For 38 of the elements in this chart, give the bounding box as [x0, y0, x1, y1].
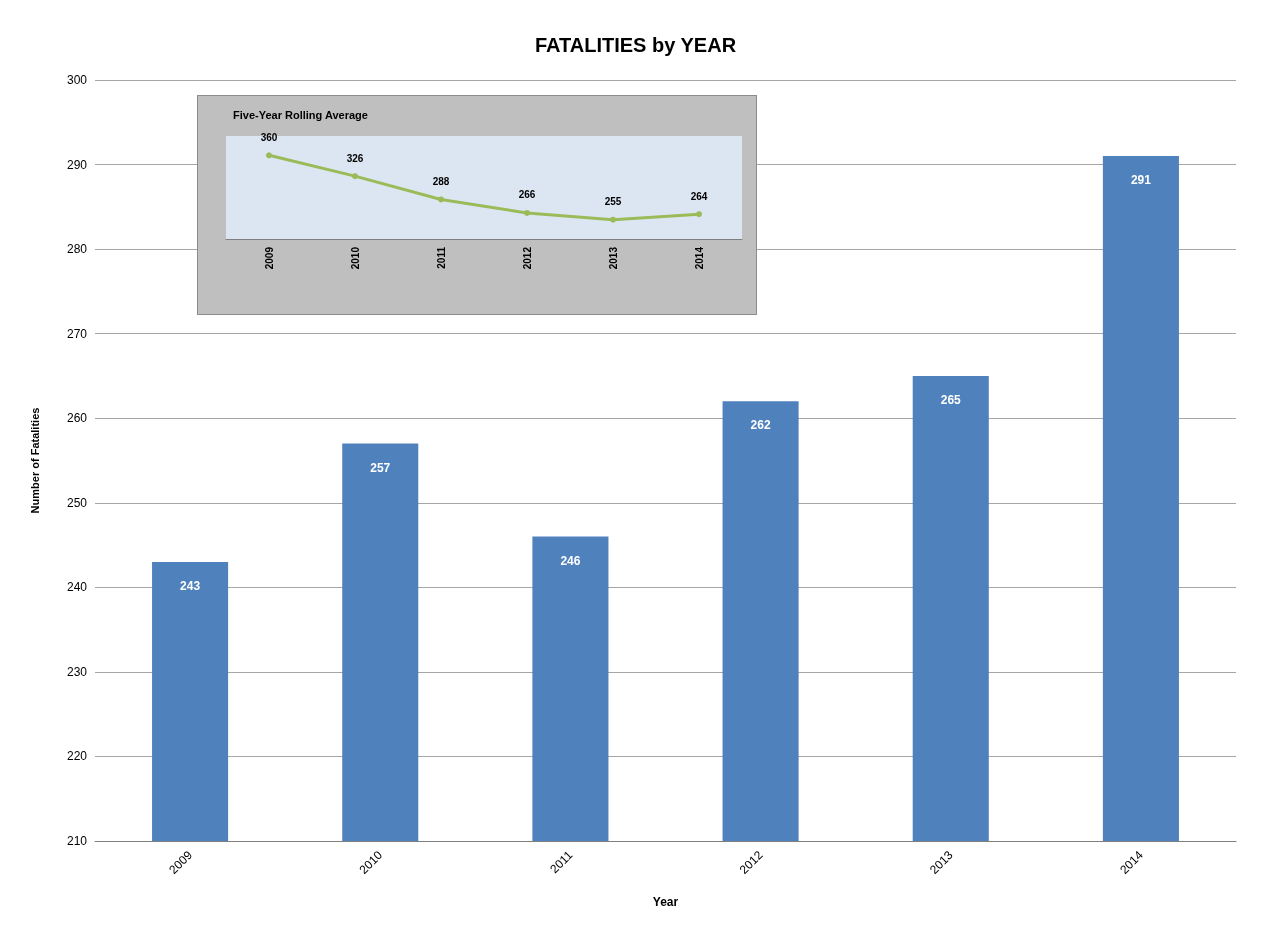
data-label: 288 — [432, 175, 450, 187]
y-tick-label: 300 — [66, 73, 88, 87]
y-tick-label: 210 — [66, 834, 88, 848]
data-label: 264 — [690, 190, 708, 202]
x-axis-title: Year — [652, 895, 679, 909]
point — [438, 196, 444, 203]
y-tick-label: 280 — [66, 242, 88, 257]
data-label: 360 — [260, 131, 278, 143]
y-tick-label: 260 — [66, 411, 88, 426]
data-label: 257 — [370, 460, 391, 475]
x-tick-label: 2012 — [521, 246, 533, 270]
x-tick-label: 2013 — [607, 246, 619, 270]
y-tick-label: 240 — [66, 580, 88, 595]
x-tick-label: 2010 — [349, 246, 361, 270]
data-label: 326 — [346, 152, 364, 164]
y-tick-label: 290 — [66, 157, 88, 172]
x-tick-label: 2009 — [263, 246, 275, 270]
point — [524, 209, 530, 216]
point — [610, 216, 616, 223]
point — [696, 211, 702, 218]
data-label: 255 — [604, 196, 622, 208]
y-axis-title: Number of Fatalities — [28, 407, 41, 514]
data-label: 246 — [560, 553, 581, 568]
data-label: 291 — [1130, 173, 1152, 188]
data-label: 265 — [940, 392, 962, 407]
x-tick-label: 2014 — [693, 246, 705, 270]
x-tick-label: 2011 — [435, 246, 447, 269]
data-label: 243 — [180, 578, 201, 593]
point — [266, 152, 272, 159]
chart-title: Five-Year Rolling Average — [233, 108, 368, 121]
point — [352, 173, 358, 180]
y-tick-label: 230 — [66, 664, 88, 679]
chart-title: FATALITIES by YEAR — [534, 34, 737, 56]
data-label: 262 — [750, 418, 771, 433]
y-tick-label: 270 — [66, 326, 88, 341]
y-tick-label: 250 — [66, 495, 88, 510]
data-label: 266 — [518, 189, 536, 201]
y-tick-label: 220 — [66, 749, 88, 764]
